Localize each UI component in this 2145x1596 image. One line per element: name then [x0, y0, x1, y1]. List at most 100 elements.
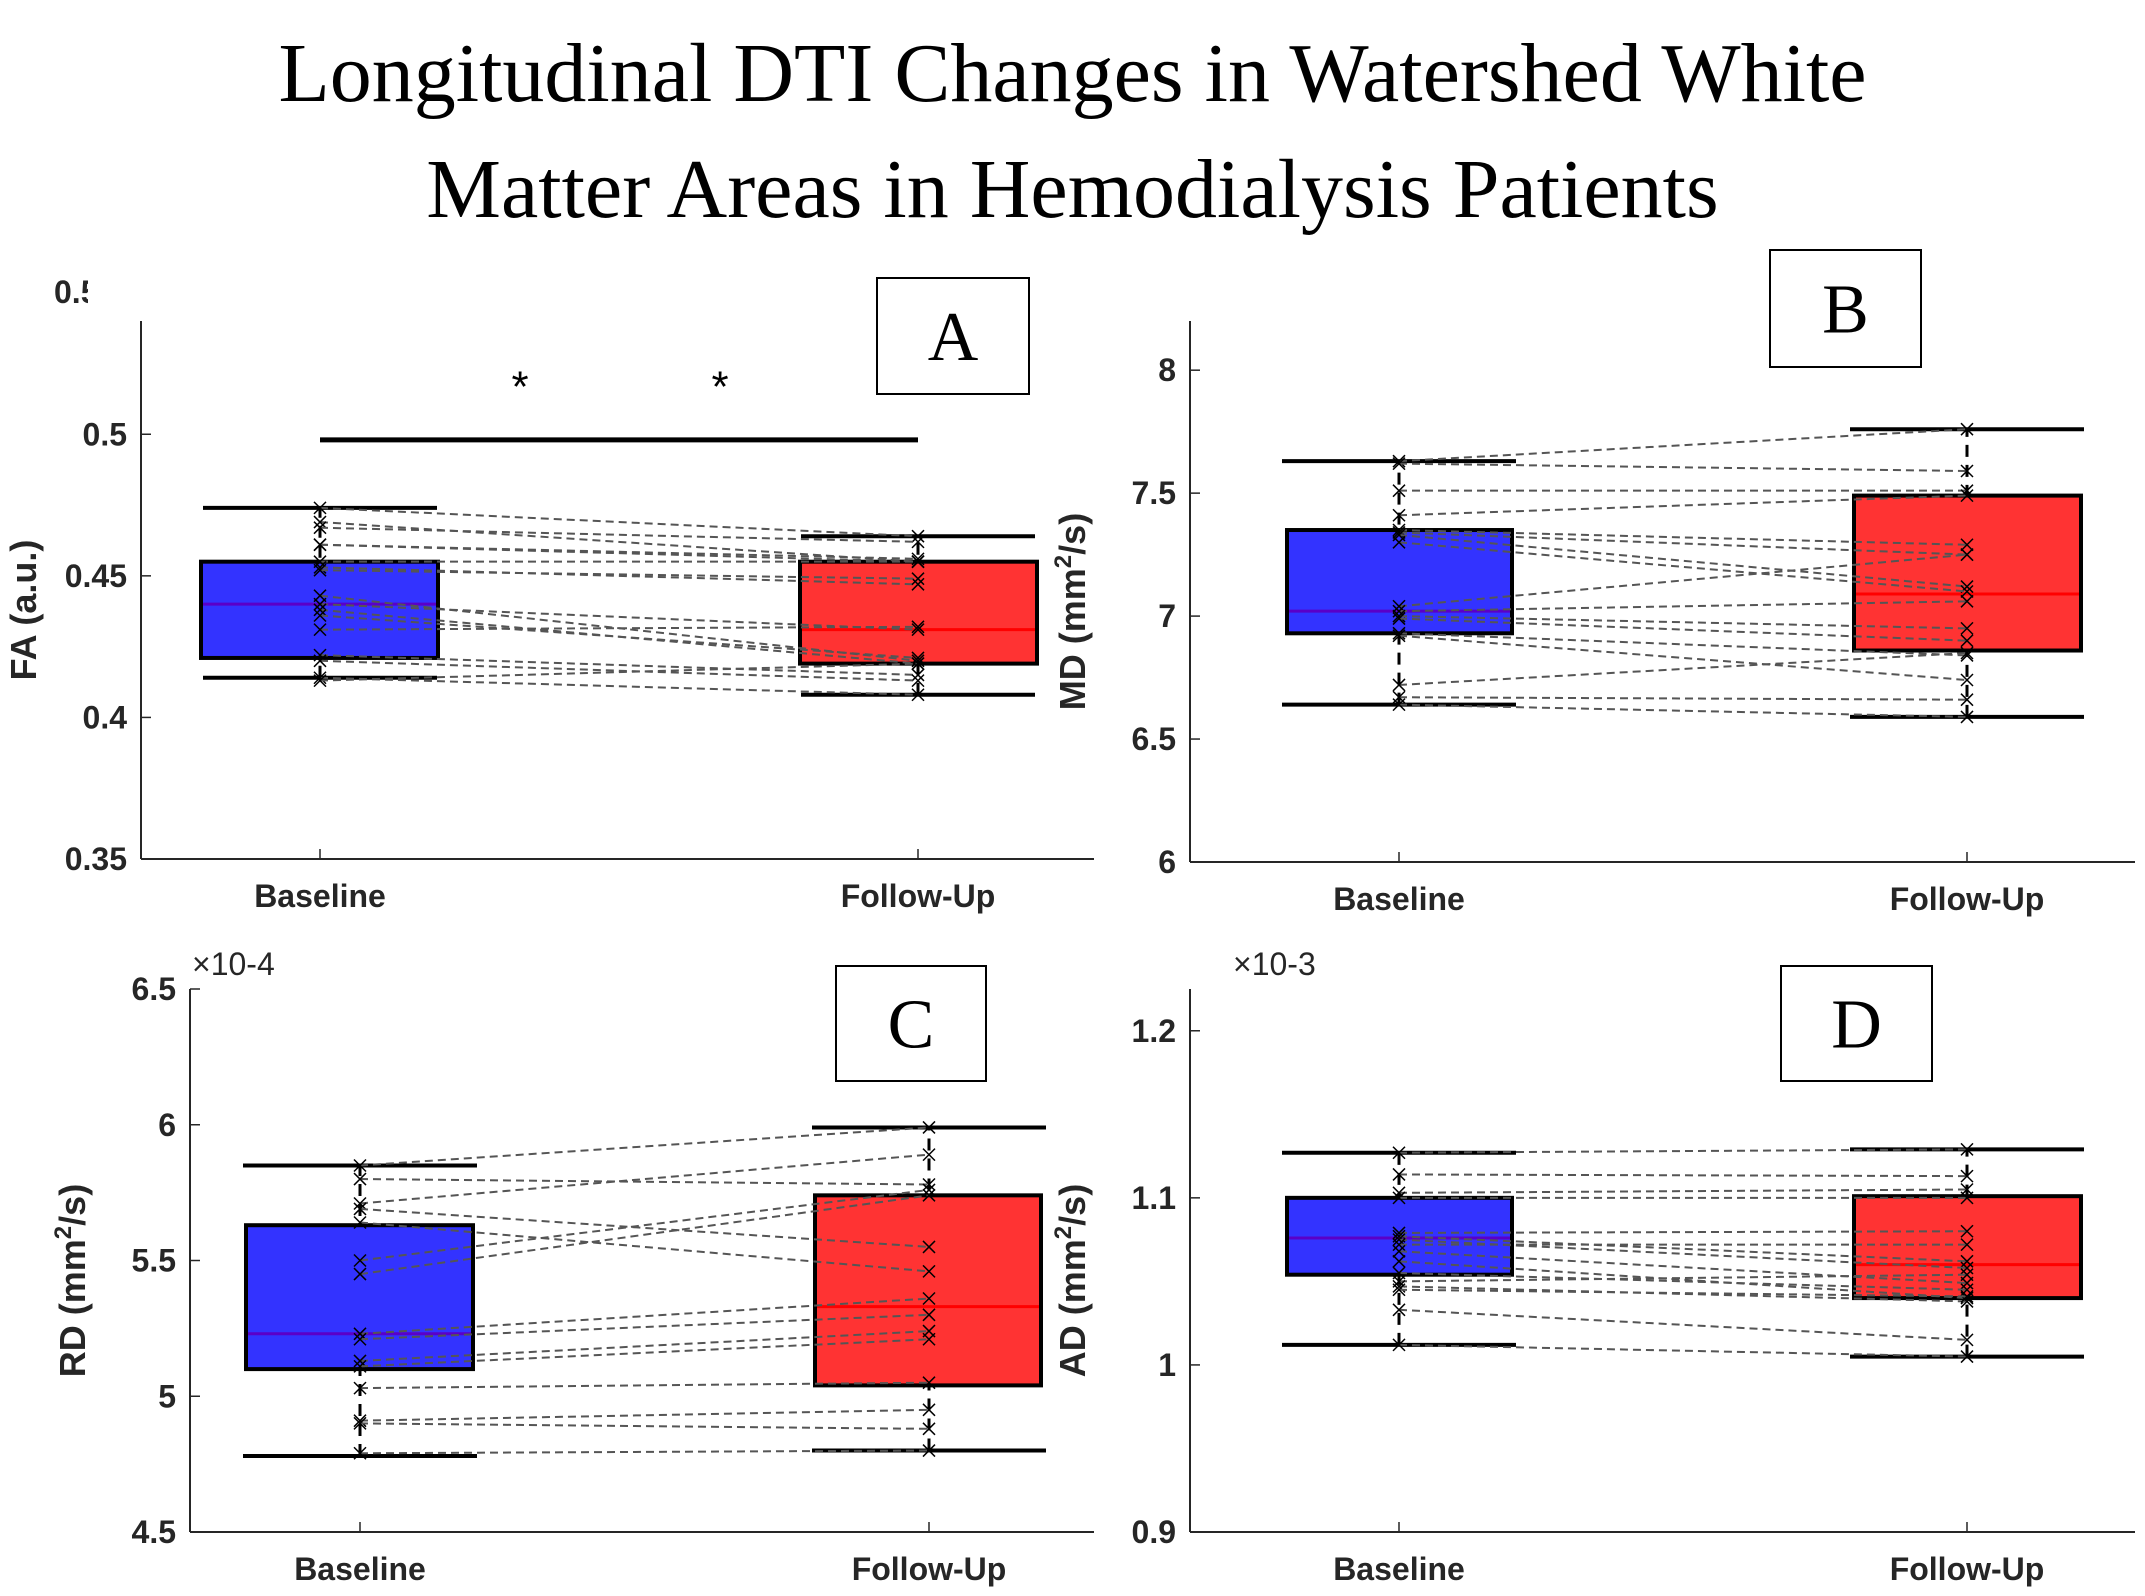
subject-pair-line — [1398, 1148, 1968, 1154]
y-tick-label: 6.5 — [132, 971, 176, 1007]
panel-c: 4.5 5 5.5 6 6.5 Baseline Follow-Up RD (mm2/s) C — [50, 965, 1094, 1587]
x-tick-label-baseline: Baseline — [1333, 1551, 1465, 1587]
subject-pair-line — [319, 521, 919, 563]
data-point-marker — [1960, 634, 1974, 648]
subject-pair-line — [319, 676, 919, 696]
data-point-marker — [922, 1422, 936, 1436]
subject-pair-line — [1398, 428, 1968, 463]
data-point-marker — [1960, 648, 1974, 662]
subject-pair-line — [359, 1194, 930, 1276]
data-point-marker — [911, 623, 925, 637]
subject-pair-line — [359, 1408, 930, 1422]
box-follow-up — [798, 559, 1039, 666]
y-tick-label: 4.5 — [132, 1514, 176, 1550]
data-point-marker — [1392, 457, 1406, 471]
data-point-marker — [1960, 1224, 1974, 1238]
y-tick-label: 0.45 — [65, 558, 127, 594]
data-point-marker — [911, 555, 925, 569]
subject-pair-line — [1398, 600, 1968, 613]
data-point-marker — [911, 577, 925, 591]
data-point-marker — [353, 1267, 367, 1281]
subject-pair-line — [1398, 634, 1968, 682]
subject-pair-line — [319, 543, 919, 563]
y-tick-label: 5.5 — [132, 1243, 176, 1279]
data-point-marker — [1960, 1238, 1974, 1252]
data-point-marker — [353, 1414, 367, 1428]
panel-label: A — [928, 299, 979, 376]
subject-pair-line — [359, 1153, 930, 1205]
y-tick-label: 8 — [1158, 352, 1176, 388]
panel-a: 0.35 0.4 0.45 0.5 0.555 Baseline Follow-Up FA (… — [3, 274, 1094, 914]
data-point-marker — [911, 688, 925, 702]
data-point-marker — [1392, 1233, 1406, 1247]
subject-pair-line — [319, 603, 919, 631]
data-point-marker — [313, 560, 327, 574]
subject-pair-line — [1398, 494, 1968, 517]
subject-pair-line — [319, 526, 919, 543]
subject-pair-line — [1398, 1285, 1968, 1303]
data-point-marker — [313, 597, 327, 611]
data-point-marker — [911, 657, 925, 671]
data-point-marker — [911, 535, 925, 549]
data-point-marker — [1392, 508, 1406, 522]
panel-label: B — [1822, 272, 1869, 349]
data-point-marker — [1960, 646, 1974, 660]
y-tick-label: 6.5 — [1132, 721, 1176, 757]
x-tick-label-baseline: Baseline — [254, 878, 386, 914]
y-tick-label: 1.2 — [1132, 1013, 1176, 1049]
figure-title-line-2: Matter Areas in Hemodialysis Patients — [426, 143, 1719, 236]
data-point-marker — [922, 1332, 936, 1346]
subject-pair-line — [359, 1338, 930, 1368]
data-point-marker — [911, 552, 925, 566]
y-tick-label: 6 — [1158, 844, 1176, 880]
subject-pair-line — [1398, 1260, 1968, 1300]
data-point-marker — [1392, 484, 1406, 498]
data-point-marker — [353, 1416, 367, 1430]
data-point-marker — [353, 1215, 367, 1230]
data-point-marker — [1392, 1186, 1406, 1200]
subject-pair-line — [1398, 615, 1968, 630]
data-point-marker — [1392, 609, 1406, 623]
panel-label: D — [1831, 987, 1882, 1064]
subject-pair-line — [1398, 1230, 1968, 1234]
y-tick-label: 0.4 — [83, 699, 128, 735]
subject-pair-line — [1398, 1273, 1968, 1283]
data-point-marker — [1960, 1283, 1974, 1297]
data-point-marker — [1392, 1191, 1406, 1205]
data-point-marker — [1392, 626, 1406, 640]
subject-pair-line — [359, 1207, 930, 1248]
data-point-marker — [313, 674, 327, 688]
subject-pair-line — [359, 1449, 930, 1455]
data-point-marker — [353, 1327, 367, 1341]
data-point-marker — [911, 674, 925, 688]
data-point-marker — [922, 1403, 936, 1417]
data-point-marker — [1392, 698, 1406, 712]
data-point-marker — [353, 1196, 367, 1211]
data-point-marker — [313, 521, 327, 535]
panel-label-box — [1780, 965, 1933, 1082]
data-point-marker — [313, 603, 327, 617]
data-point-marker — [1960, 1142, 1974, 1156]
data-point-marker — [1960, 584, 1974, 599]
y-tick-label-clipped: 0.555 — [54, 274, 134, 310]
y-tick-label: 6 — [158, 1107, 176, 1143]
data-point-marker — [922, 1376, 936, 1390]
subject-pair-line — [319, 662, 919, 682]
data-point-marker — [313, 515, 327, 529]
subject-pair-line — [359, 1126, 930, 1167]
subject-pair-line — [1398, 1272, 1968, 1291]
subject-pair-line — [319, 566, 919, 586]
x-tick-label-follow-up: Follow-Up — [1890, 1551, 2045, 1587]
subject-pair-line — [359, 1221, 930, 1273]
subject-pair-line — [1398, 1173, 1968, 1178]
data-point-marker — [1392, 1244, 1406, 1258]
subject-pair-line — [1398, 1235, 1968, 1263]
subject-pair-line — [1398, 1188, 1968, 1194]
panel-label: C — [888, 987, 935, 1064]
subject-pair-line — [319, 614, 919, 659]
subject-pair-line — [1398, 1250, 1968, 1285]
data-point-marker — [1392, 1254, 1406, 1268]
data-point-marker — [1960, 1333, 1974, 1347]
data-point-marker — [353, 1359, 367, 1373]
